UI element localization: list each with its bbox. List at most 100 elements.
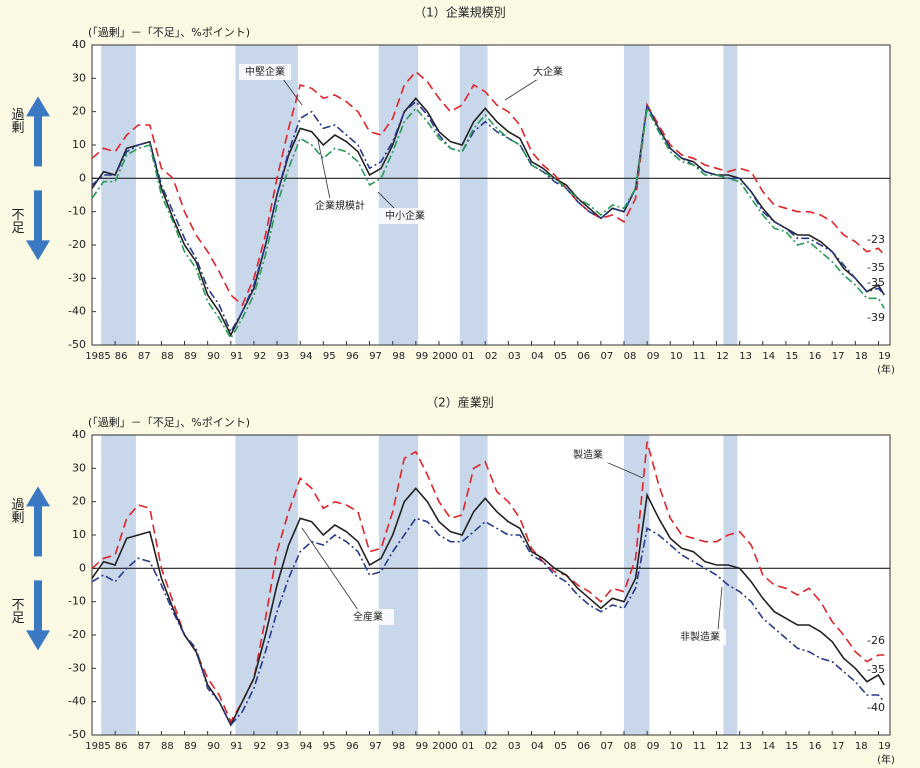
y-axis-label: (「過剰」－「不足」、%ポイント) xyxy=(88,416,250,429)
x-tick-label: 2000 xyxy=(432,741,457,752)
x-tick-label: 94 xyxy=(300,741,313,752)
x-tick-label: 13 xyxy=(739,351,752,362)
y-tick-label: 10 xyxy=(72,138,86,151)
x-tick-label: 1985 xyxy=(85,741,110,752)
label-bg xyxy=(239,64,291,80)
shaded-period xyxy=(101,435,136,735)
y-tick-label: 30 xyxy=(72,71,86,84)
x-tick-label: 17 xyxy=(832,741,845,752)
series-line xyxy=(91,100,885,334)
label-bg xyxy=(674,629,726,645)
x-tick-label: 87 xyxy=(138,741,151,752)
y-tick-label: -10 xyxy=(68,595,86,608)
series-line xyxy=(91,441,885,724)
y-tick-label: -20 xyxy=(68,628,86,641)
x-tick-label: 98 xyxy=(392,741,405,752)
x-tick-label: 2000 xyxy=(432,351,457,362)
side-label: 過剰 xyxy=(9,497,25,523)
x-tick-label: 04 xyxy=(531,741,544,752)
shaded-period xyxy=(624,435,650,735)
x-tick-label: 96 xyxy=(346,741,359,752)
x-tick-label: 90 xyxy=(207,351,220,362)
x-tick-label: 12 xyxy=(716,351,729,362)
x-tick-label: 07 xyxy=(601,741,614,752)
x-tick-label: 18 xyxy=(855,351,868,362)
x-tick-label: 19 xyxy=(878,741,891,752)
series-label: 全産業 xyxy=(353,610,383,623)
series-label: 中小企業 xyxy=(385,209,425,222)
x-tick-label: 16 xyxy=(809,351,822,362)
shaded-period xyxy=(378,45,419,345)
shaded-period xyxy=(235,45,298,345)
y-tick-label: -40 xyxy=(68,305,86,318)
y-tick-label: -50 xyxy=(68,338,86,351)
plot-frame xyxy=(91,44,891,346)
x-tick-label: 1985 xyxy=(85,351,110,362)
end-value-label: -35 xyxy=(867,663,885,676)
arrow-down xyxy=(26,190,50,261)
shaded-period xyxy=(459,435,488,735)
x-tick-label: 11 xyxy=(693,741,706,752)
y-tick-label: 30 xyxy=(72,461,86,474)
end-value-label: -35 xyxy=(867,276,885,289)
x-tick-label: 15 xyxy=(786,351,799,362)
x-tick-label: 10 xyxy=(670,351,683,362)
y-tick-label: -10 xyxy=(68,205,86,218)
x-tick-label: 06 xyxy=(577,351,590,362)
y-tick-label: 40 xyxy=(72,428,86,441)
x-tick-label: 14 xyxy=(762,351,775,362)
x-tick-label: 94 xyxy=(300,351,313,362)
x-tick-label: 15 xyxy=(786,741,799,752)
x-tick-label: 86 xyxy=(115,741,128,752)
series-label: 大企業 xyxy=(533,65,563,78)
x-tick-label: 03 xyxy=(508,351,521,362)
chart-title: （1）企業規模別 xyxy=(414,5,506,20)
y-tick-label: 0 xyxy=(79,171,86,184)
x-tick-label: 92 xyxy=(254,351,267,362)
shaded-period xyxy=(723,45,738,345)
y-tick-label: -50 xyxy=(68,728,86,741)
series-line xyxy=(91,517,885,727)
x-tick-label: 92 xyxy=(254,741,267,752)
x-tick-label: 08 xyxy=(624,351,637,362)
label-bg xyxy=(342,609,394,625)
shaded-period xyxy=(723,435,738,735)
x-tick-label: 04 xyxy=(531,351,544,362)
shaded-period xyxy=(459,45,488,345)
x-tick-label: 97 xyxy=(369,741,382,752)
shaded-period xyxy=(235,435,298,735)
x-tick-label: 88 xyxy=(161,351,174,362)
series-line xyxy=(91,97,885,337)
arrow-up xyxy=(26,96,50,167)
side-label: 不足 xyxy=(9,597,25,624)
end-value-label: -40 xyxy=(867,701,885,714)
label-bg xyxy=(522,64,574,80)
leader-line xyxy=(317,139,331,200)
leader-line xyxy=(301,527,359,611)
x-tick-label: 12 xyxy=(716,741,729,752)
x-unit: (年) xyxy=(877,753,895,766)
x-tick-label: 86 xyxy=(115,351,128,362)
y-tick-label: 20 xyxy=(72,495,86,508)
x-tick-label: 09 xyxy=(647,351,660,362)
plot-area xyxy=(92,45,890,345)
x-tick-label: 97 xyxy=(369,351,382,362)
leader-line xyxy=(282,78,303,106)
x-tick-label: 19 xyxy=(878,351,891,362)
y-axis-label: (「過剰」－「不足」、%ポイント) xyxy=(88,26,250,39)
series-line xyxy=(91,105,885,340)
y-tick-label: 0 xyxy=(79,561,86,574)
x-tick-label: 95 xyxy=(323,351,336,362)
end-value-label: -26 xyxy=(867,634,885,647)
x-tick-label: 93 xyxy=(277,351,290,362)
side-label: 過剰 xyxy=(9,107,25,133)
series-label: 製造業 xyxy=(573,448,603,461)
x-tick-label: 05 xyxy=(554,741,567,752)
x-unit: (年) xyxy=(877,363,895,376)
label-bg xyxy=(562,447,614,463)
x-tick-label: 07 xyxy=(601,351,614,362)
x-tick-label: 87 xyxy=(138,351,151,362)
x-tick-label: 16 xyxy=(809,741,822,752)
end-value-label: -35 xyxy=(867,261,885,274)
label-bg xyxy=(314,198,366,214)
